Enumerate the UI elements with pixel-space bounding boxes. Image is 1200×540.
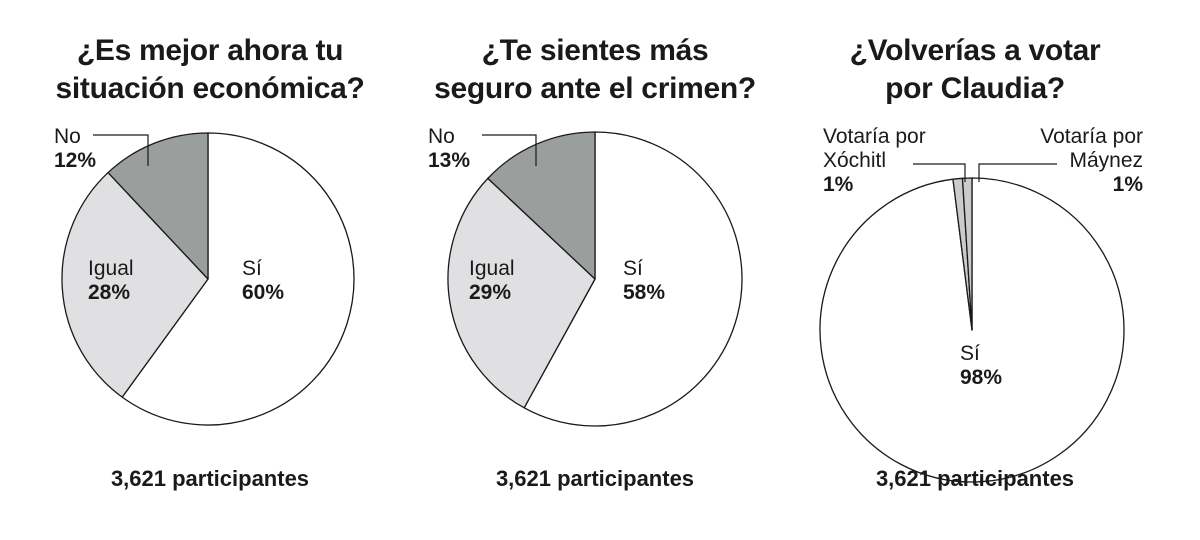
slice-value-label: 58%: [623, 281, 665, 304]
slice-name-label: Sí: [623, 257, 643, 280]
participants-count: 3,621 participantes: [110, 466, 310, 491]
slice-value-label: 28%: [88, 281, 130, 304]
chart-panel-crimen: ¿Te sientes más seguro ante el crimen? S…: [395, 0, 795, 540]
pie-slice: [961, 177, 973, 331]
slice-name-label: Igual: [469, 257, 515, 280]
pie-slice: [487, 131, 596, 280]
chart-title-line: ¿Es mejor ahora tu: [76, 34, 344, 67]
chart-panel-economia: ¿Es mejor ahora tu situación económica? …: [10, 0, 410, 540]
slice-name-label: Sí: [242, 257, 262, 280]
pie-slice: [447, 177, 596, 409]
slice-value-label: 98%: [960, 366, 1002, 389]
chart-title-line: ¿Volverías a votar: [849, 34, 1101, 67]
slice-value-label: 29%: [469, 281, 511, 304]
leader-line: [978, 163, 1057, 182]
chart-title-line: situación económica?: [55, 72, 365, 105]
slice-value-label: 1%: [823, 173, 854, 196]
slice-name-label: Votaría por: [1040, 125, 1143, 148]
slice-value-label: 1%: [1113, 173, 1144, 196]
chart-title-line: ¿Te sientes más: [481, 34, 709, 67]
pie-slice: [121, 132, 355, 426]
pie-slice: [61, 171, 209, 398]
slice-name-label: No: [428, 125, 455, 148]
participants-count: 3,621 participantes: [875, 466, 1075, 491]
chart-title-line: por Claudia?: [885, 72, 1065, 105]
slice-name-label: No: [54, 125, 81, 148]
slice-value-label: 60%: [242, 281, 284, 304]
slice-name-label: Votaría por: [823, 125, 926, 148]
chart-title: ¿Es mejor ahora tu situación económica?: [10, 32, 410, 108]
slice-value-label: 13%: [428, 149, 470, 172]
slice-value-label: 12%: [54, 149, 96, 172]
chart-title: ¿Te sientes más seguro ante el crimen?: [395, 32, 795, 108]
slice-name-label: Xóchitl: [823, 149, 886, 172]
leader-line: [93, 134, 149, 166]
slice-name-label: Máynez: [1069, 149, 1143, 172]
slice-name-label: Sí: [960, 342, 980, 365]
chart-panel-voto: ¿Volverías a votar por Claudia? Sí 98% Vot…: [775, 0, 1175, 540]
chart-title: ¿Volverías a votar por Claudia?: [775, 32, 1175, 108]
leader-line: [482, 134, 537, 166]
participants-count: 3,621 participantes: [495, 466, 695, 491]
pie-slice: [107, 132, 209, 280]
leader-line: [913, 163, 966, 182]
pie-slice: [523, 131, 743, 427]
slice-name-label: Igual: [88, 257, 134, 280]
chart-title-line: seguro ante el crimen?: [434, 72, 756, 105]
